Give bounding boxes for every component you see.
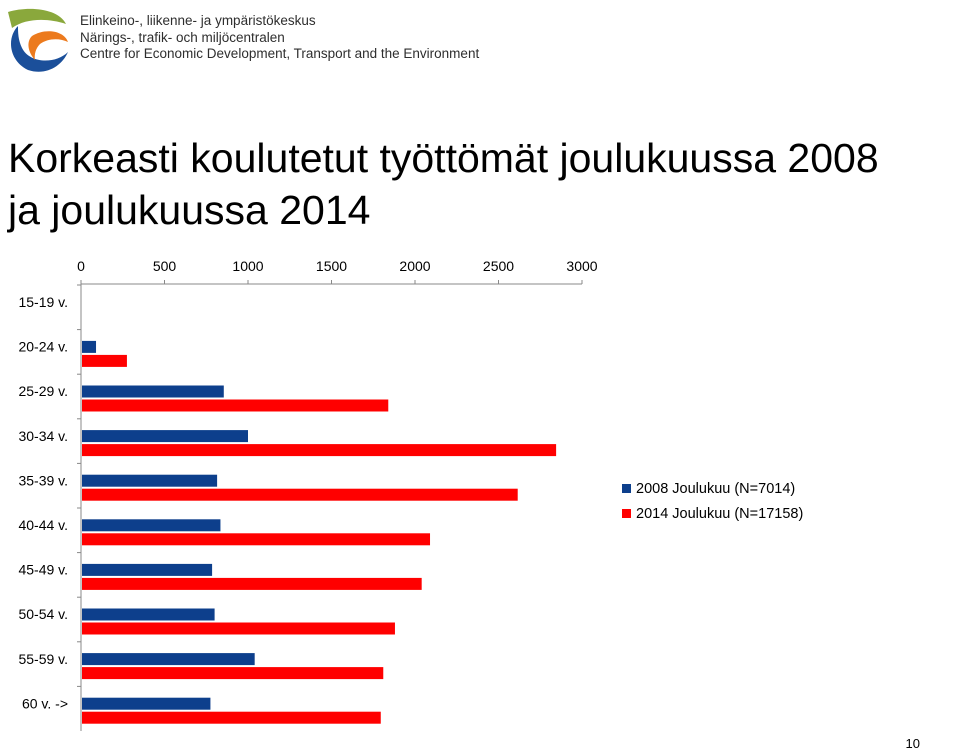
y-category-label: 40-44 v. bbox=[18, 517, 68, 533]
y-category-label: 15-19 v. bbox=[18, 294, 68, 310]
x-tick-label: 3000 bbox=[566, 258, 597, 274]
bar-2008 bbox=[82, 653, 255, 666]
x-tick-label: 1500 bbox=[316, 258, 347, 274]
y-category-label: 35-39 v. bbox=[18, 472, 68, 488]
slide-title: Korkeasti koulutetut työttömät joulukuus… bbox=[8, 132, 958, 236]
y-category-label: 60 v. -> bbox=[22, 695, 68, 711]
legend-swatch-2014 bbox=[622, 509, 631, 518]
bar-2014 bbox=[82, 399, 389, 412]
organization-header: Elinkeino-, liikenne- ja ympäristökeskus… bbox=[0, 0, 520, 80]
bar-2014 bbox=[82, 622, 395, 635]
bar-2008 bbox=[82, 563, 213, 576]
org-name-english: Centre for Economic Development, Transpo… bbox=[80, 46, 480, 61]
legend-item-2014: 2014 Joulukuu (N=17158) bbox=[622, 501, 803, 526]
x-tick-label: 2000 bbox=[399, 258, 430, 274]
x-tick-label: 2500 bbox=[483, 258, 514, 274]
y-category-label: 55-59 v. bbox=[18, 651, 68, 667]
y-category-label: 20-24 v. bbox=[18, 339, 68, 355]
page-number: 10 bbox=[905, 736, 920, 751]
y-category-label: 50-54 v. bbox=[18, 606, 68, 622]
bar-2008 bbox=[82, 340, 97, 353]
org-name-swedish: Närings-, trafik- och miljöcentralen bbox=[80, 29, 285, 45]
unemployment-bar-chart: 0 500 1000 1500 2000 2500 3000 15-19 v. 20-24 v.… bbox=[18, 258, 598, 731]
bar-2014 bbox=[82, 444, 557, 457]
y-category-label: 45-49 v. bbox=[18, 562, 68, 578]
chart-legend: 2008 Joulukuu (N=7014) 2014 Joulukuu (N=… bbox=[622, 476, 803, 526]
bar-2014 bbox=[82, 711, 381, 724]
bar-2008 bbox=[82, 385, 224, 398]
legend-swatch-2008 bbox=[622, 484, 631, 493]
slide-title-line-1: Korkeasti koulutetut työttömät joulukuus… bbox=[8, 135, 879, 181]
bar-2014 bbox=[82, 488, 518, 501]
bar-2008 bbox=[82, 697, 211, 710]
ely-centre-logo-icon bbox=[8, 8, 68, 72]
x-tick-label: 500 bbox=[153, 258, 177, 274]
bar-2008 bbox=[82, 519, 221, 532]
x-tick-label: 0 bbox=[77, 258, 85, 274]
bar-2014 bbox=[82, 533, 431, 546]
x-tick-label: 1000 bbox=[232, 258, 263, 274]
bar-2008 bbox=[82, 430, 248, 443]
bar-2014 bbox=[82, 577, 422, 590]
legend-label-2014: 2014 Joulukuu (N=17158) bbox=[636, 505, 804, 522]
bar-2014 bbox=[82, 354, 127, 367]
legend-item-2008: 2008 Joulukuu (N=7014) bbox=[622, 476, 803, 501]
bar-2014 bbox=[82, 667, 384, 680]
legend-label-2008: 2008 Joulukuu (N=7014) bbox=[636, 480, 796, 497]
bar-2008 bbox=[82, 474, 218, 487]
slide-title-line-2: ja joulukuussa 2014 bbox=[8, 187, 371, 233]
y-category-label: 30-34 v. bbox=[18, 428, 68, 444]
y-category-label: 25-29 v. bbox=[18, 383, 68, 399]
bar-2008 bbox=[82, 608, 215, 621]
org-name-finnish: Elinkeino-, liikenne- ja ympäristökeskus bbox=[80, 13, 316, 28]
